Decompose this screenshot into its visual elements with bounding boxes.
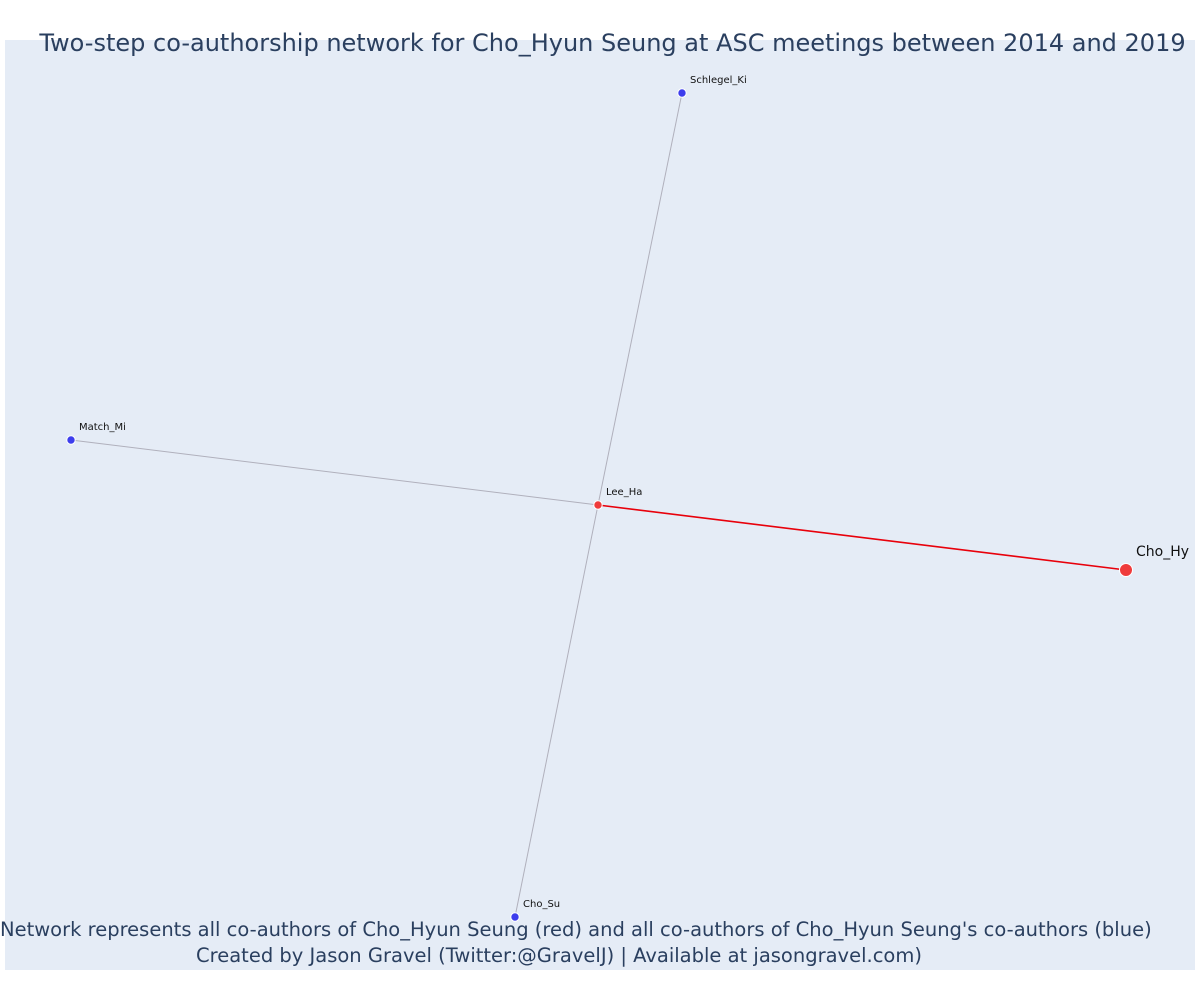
node-label: Cho_Hy xyxy=(1136,544,1189,560)
node-label: Lee_Ha xyxy=(606,487,642,498)
edge-lee-match xyxy=(70,439,599,506)
node-marker[interactable] xyxy=(66,435,76,445)
node-marker[interactable] xyxy=(510,912,520,922)
edge-lee-cho_hy xyxy=(597,504,1127,571)
node-marker[interactable] xyxy=(677,88,687,98)
node-match[interactable]: Match_Mi xyxy=(66,422,126,445)
caption-description: Network represents all co-authors of Cho… xyxy=(0,918,1152,941)
node-marker[interactable] xyxy=(593,500,603,510)
edge-lee-schlegel xyxy=(597,92,683,506)
node-cho_hy[interactable]: Cho_Hy xyxy=(1119,544,1190,577)
caption-credit: Created by Jason Gravel (Twitter:@Gravel… xyxy=(196,944,922,967)
node-label: Cho_Su xyxy=(523,899,560,910)
node-cho_su[interactable]: Cho_Su xyxy=(510,899,560,922)
node-marker[interactable] xyxy=(1119,563,1133,577)
edges-layer xyxy=(70,92,1127,918)
node-label: Match_Mi xyxy=(79,422,126,433)
node-schlegel[interactable]: Schlegel_Ki xyxy=(677,75,747,98)
node-lee[interactable]: Lee_Ha xyxy=(593,487,643,510)
node-label: Schlegel_Ki xyxy=(690,75,747,86)
nodes-layer: Schlegel_Ki Match_Mi Lee_Ha Cho_Hy Cho_Su xyxy=(66,75,1190,922)
chart-title: Two-step co-authorship network for Cho_H… xyxy=(39,29,1186,57)
edge-lee-cho_su xyxy=(514,504,599,918)
